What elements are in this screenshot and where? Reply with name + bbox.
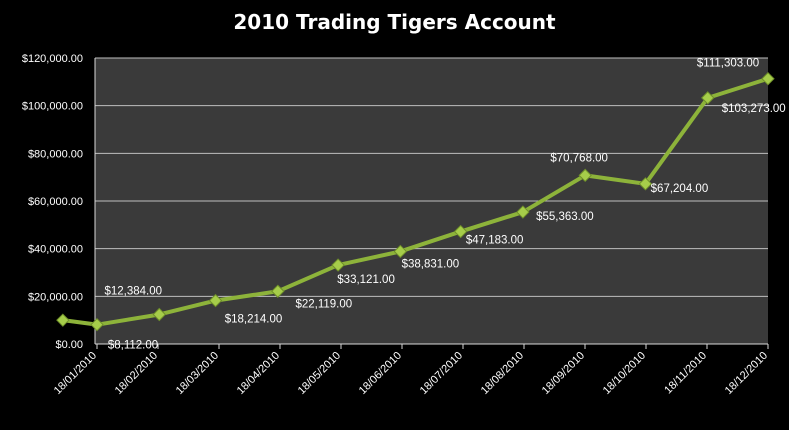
data-point-marker (90, 317, 104, 332)
x-tick-label: 18/11/2010 (662, 350, 709, 397)
data-label: $8,112.00 (108, 340, 158, 352)
data-label: $12,384.00 (104, 285, 162, 297)
data-label: $103,273.00 (722, 103, 786, 115)
data-point-marker (56, 313, 70, 327)
x-tick-label: 18/12/2010 (723, 350, 770, 397)
data-label: $70,768.00 (550, 152, 608, 164)
data-label: $55,363.00 (536, 211, 594, 223)
x-tick-label: 18/03/2010 (174, 350, 221, 397)
x-tick-label: 18/07/2010 (418, 350, 465, 397)
data-label: $18,214.00 (225, 314, 283, 326)
data-point-marker (701, 91, 715, 105)
data-point-marker (271, 284, 285, 298)
data-label: $38,831.00 (402, 258, 460, 270)
data-point-marker (152, 307, 166, 322)
data-point-marker (638, 177, 653, 191)
chart-title: 2010 Trading Tigers Account (233, 10, 556, 34)
y-tick-label: $60,000.00 (28, 196, 83, 208)
data-point-marker (761, 72, 775, 86)
data-label: $111,303.00 (697, 58, 759, 70)
data-label: $47,183.00 (466, 235, 524, 247)
y-tick-label: $100,000.00 (22, 101, 83, 113)
y-tick-label: $120,000.00 (22, 53, 83, 65)
data-label: $22,119.00 (295, 298, 352, 310)
data-point-marker (578, 168, 592, 183)
y-tick-label: $0.00 (55, 339, 83, 351)
x-tick-label: 18/05/2010 (296, 350, 343, 397)
data-point-marker (331, 258, 345, 272)
x-tick-label: 18/09/2010 (540, 350, 587, 397)
y-tick-label: $20,000.00 (28, 291, 83, 303)
data-point-marker (516, 205, 530, 219)
y-tick-label: $40,000.00 (28, 244, 83, 256)
y-tick-label: $80,000.00 (28, 148, 83, 160)
x-tick-label: 18/06/2010 (357, 350, 404, 397)
x-tick-label: 18/01/2010 (52, 350, 99, 397)
data-label: $67,204.00 (651, 183, 709, 195)
x-tick-label: 18/02/2010 (113, 350, 160, 397)
x-tick-label: 18/10/2010 (601, 350, 648, 397)
x-tick-label: 18/08/2010 (479, 350, 526, 397)
data-point-marker (208, 293, 223, 308)
data-point-marker (453, 224, 468, 239)
data-label: $33,121.00 (337, 274, 395, 286)
data-point-marker (393, 244, 408, 259)
x-tick-label: 18/04/2010 (235, 350, 282, 397)
